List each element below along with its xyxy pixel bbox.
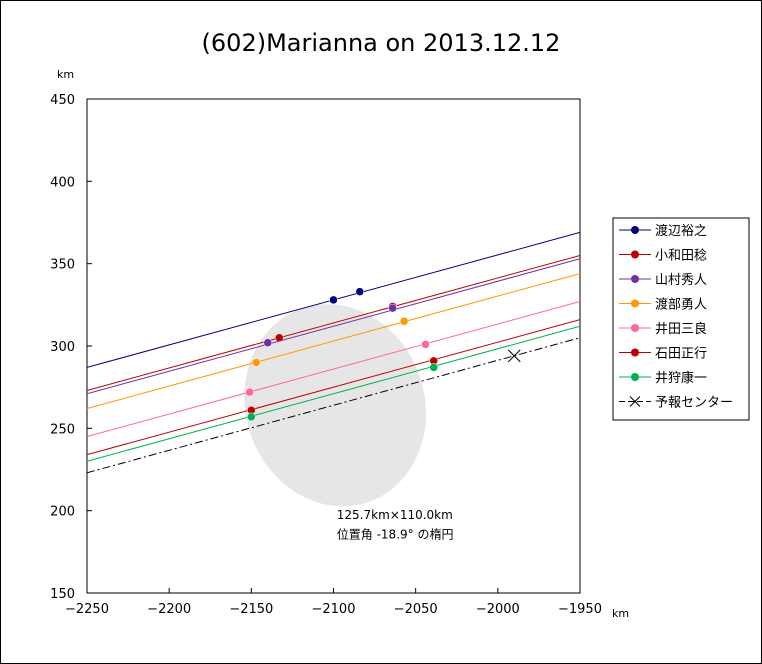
legend-label-4: 井田三良 (655, 321, 707, 337)
legend-marker-4 (631, 324, 639, 332)
legend-label-5: 石田正行 (655, 347, 707, 362)
y-tick-label-3: 300 (50, 340, 75, 355)
x-tick-label-1: −2200 (147, 602, 191, 617)
series-line-6 (87, 325, 580, 462)
x-tick-label-0: −2250 (65, 602, 109, 617)
series-point-1-0 (275, 333, 284, 343)
series-point-0-1 (355, 287, 365, 296)
series-point-3-1 (399, 317, 409, 326)
series-point-4-1 (421, 340, 430, 349)
annotation-size: 125.7km×110.0km (337, 508, 453, 522)
chart-title: (602)Marianna on 2013.12.12 (202, 29, 561, 57)
series-line-5 (87, 319, 580, 456)
series-point-6-0 (247, 412, 256, 422)
series-line-2 (87, 258, 580, 395)
legend-marker-1 (631, 250, 639, 259)
legend-label-0: 渡辺裕之 (655, 223, 707, 239)
series-group (87, 231, 580, 474)
x-tick-label-2: −2150 (229, 602, 273, 617)
y-tick-label-5: 400 (50, 175, 75, 190)
annotation-angle: 位置角 -18.9° の楕円 (337, 527, 454, 542)
x-unit: km (612, 607, 629, 620)
y-tick-label-2: 250 (50, 422, 75, 437)
legend-label-2: 山村秀人 (655, 273, 707, 288)
series-line-3 (87, 273, 580, 410)
series-point-6-1 (429, 363, 438, 372)
legend-marker-2 (631, 275, 639, 283)
series-point-0-0 (329, 295, 338, 305)
series-point-2-0 (263, 338, 273, 347)
legend-marker-6 (631, 373, 639, 381)
y-tick-label-6: 450 (50, 93, 75, 108)
legend-label-7: 予報センター (655, 396, 733, 411)
legend-x-b (629, 396, 641, 407)
y-tick-label-1: 200 (50, 505, 75, 520)
legend-label-3: 渡部勇人 (655, 297, 707, 313)
x-tick-label-5: −2000 (476, 602, 520, 617)
x-tick-label-6: −1950 (558, 602, 602, 617)
series-point-4-0 (245, 387, 254, 397)
series-point-3-0 (252, 358, 261, 367)
legend-marker-3 (631, 299, 639, 308)
y-unit: km (57, 68, 74, 81)
center-marker-b (507, 349, 521, 363)
series-line-1 (87, 254, 580, 391)
legend-marker-5 (631, 348, 639, 357)
legend-label-6: 井狩康一 (655, 370, 707, 386)
series-line-4 (87, 301, 580, 438)
y-tick-label-4: 350 (50, 258, 75, 273)
legend-marker-0 (631, 226, 639, 234)
x-tick-label-3: −2100 (312, 602, 356, 617)
y-tick-label-0: 150 (50, 587, 75, 602)
series-line-7 (87, 337, 580, 474)
legend-label-1: 小和田稔 (655, 249, 707, 264)
x-tick-label-4: −2050 (394, 602, 438, 617)
series-point-2-1 (388, 303, 397, 313)
